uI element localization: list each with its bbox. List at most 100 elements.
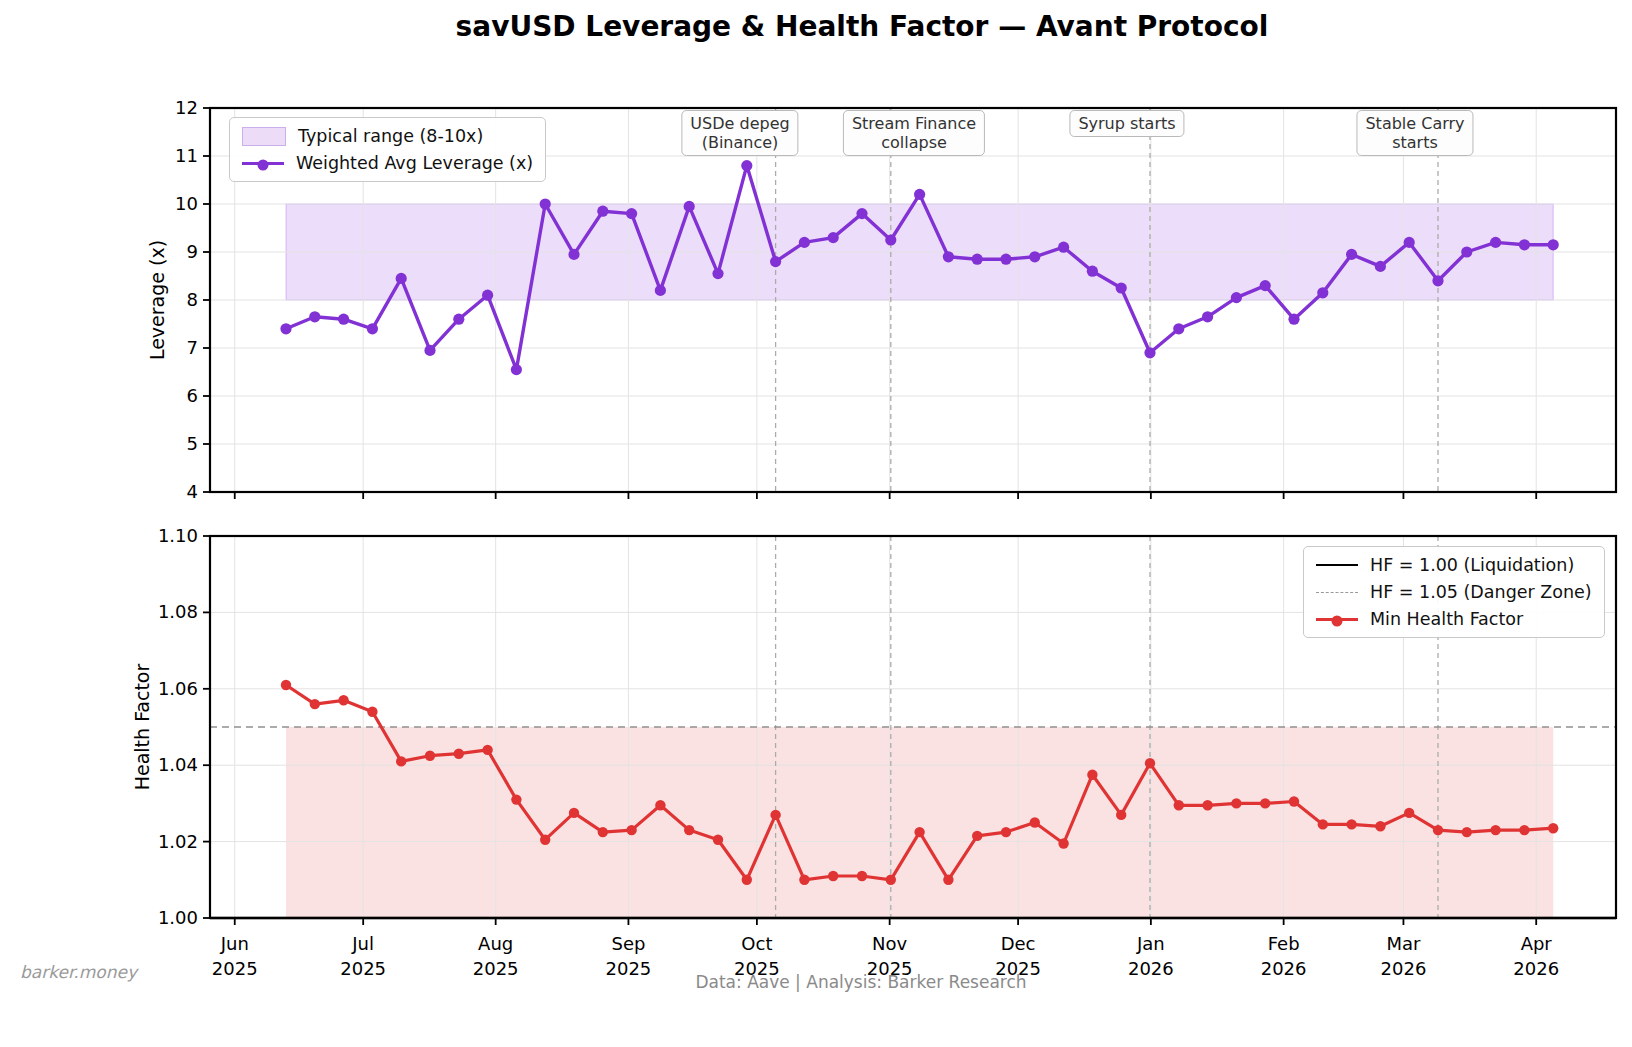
legend-item-min-health-factor: Min Health Factor <box>1316 609 1592 629</box>
svg-text:1.00: 1.00 <box>158 907 198 928</box>
solid-black-line-swatch-icon <box>1316 564 1358 566</box>
health-factor-legend: HF = 1.00 (Liquidation) HF = 1.05 (Dange… <box>1303 546 1605 638</box>
health-factor-point <box>454 749 464 759</box>
health-factor-point <box>425 751 435 761</box>
svg-text:2026: 2026 <box>1261 958 1307 979</box>
leverage-point <box>1346 249 1357 260</box>
leverage-point <box>885 234 896 245</box>
health-factor-point <box>396 756 406 766</box>
svg-text:2025: 2025 <box>473 958 519 979</box>
leverage-point <box>1548 239 1559 250</box>
leverage-point <box>1260 280 1271 291</box>
svg-text:Jul: Jul <box>351 933 374 954</box>
health-factor-point <box>742 875 752 885</box>
svg-text:12: 12 <box>175 97 198 118</box>
leverage-point <box>309 311 320 322</box>
health-factor-point <box>684 825 694 835</box>
leverage-point <box>511 364 522 375</box>
svg-text:1.06: 1.06 <box>158 678 198 699</box>
leverage-point <box>1029 251 1040 262</box>
health-factor-point <box>511 794 521 804</box>
leverage-point <box>1375 261 1386 272</box>
health-factor-point <box>626 825 636 835</box>
leverage-point <box>684 201 695 212</box>
leverage-point <box>828 232 839 243</box>
svg-text:Jan: Jan <box>1136 933 1165 954</box>
health-factor-point <box>1202 800 1212 810</box>
svg-text:Nov: Nov <box>872 933 907 954</box>
leverage-point <box>943 251 954 262</box>
leverage-point <box>1432 275 1443 286</box>
health-factor-axis-label: Health Factor <box>131 664 153 791</box>
legend-label: Weighted Avg Leverage (x) <box>296 153 533 173</box>
health-factor-point <box>828 871 838 881</box>
purple-line-marker-swatch-icon <box>242 162 284 165</box>
health-factor-point <box>1404 808 1414 818</box>
leverage-point <box>1288 314 1299 325</box>
health-factor-point <box>1346 819 1356 829</box>
svg-text:2025: 2025 <box>340 958 386 979</box>
leverage-point <box>1087 266 1098 277</box>
leverage-axis-label: Leverage (x) <box>146 240 168 360</box>
health-factor-point <box>886 875 896 885</box>
legend-item-hf-105: HF = 1.05 (Danger Zone) <box>1316 582 1592 602</box>
leverage-point <box>540 198 551 209</box>
health-factor-point <box>799 875 809 885</box>
svg-text:Sep: Sep <box>611 933 645 954</box>
leverage-point <box>1231 292 1242 303</box>
legend-label: Typical range (8-10x) <box>298 126 483 146</box>
leverage-point <box>1173 323 1184 334</box>
health-factor-point <box>1145 758 1155 768</box>
leverage-point <box>597 206 608 217</box>
health-factor-point <box>310 699 320 709</box>
leverage-point <box>1490 237 1501 248</box>
health-factor-point <box>655 800 665 810</box>
leverage-point <box>1116 282 1127 293</box>
health-factor-point <box>569 808 579 818</box>
red-line-marker-swatch-icon <box>1316 618 1358 621</box>
legend-item-typical-range: Typical range (8-10x) <box>242 126 533 146</box>
health-factor-point <box>1289 796 1299 806</box>
health-factor-point <box>1087 770 1097 780</box>
svg-text:1.10: 1.10 <box>158 525 198 546</box>
health-factor-point <box>367 707 377 717</box>
health-factor-point <box>1260 798 1270 808</box>
leverage-point <box>1144 347 1155 358</box>
leverage-point <box>1461 246 1472 257</box>
leverage-point <box>1058 242 1069 253</box>
legend-label: Min Health Factor <box>1370 609 1523 629</box>
legend-item-weighted-avg-leverage: Weighted Avg Leverage (x) <box>242 153 533 173</box>
svg-text:6: 6 <box>187 385 198 406</box>
svg-text:8: 8 <box>187 289 198 310</box>
leverage-point <box>280 323 291 334</box>
health-factor-point <box>1174 800 1184 810</box>
health-factor-point <box>1375 821 1385 831</box>
leverage-point <box>655 285 666 296</box>
svg-text:2026: 2026 <box>1381 958 1427 979</box>
danger-zone-band <box>286 727 1553 918</box>
leverage-point <box>424 345 435 356</box>
dashed-gray-line-swatch-icon <box>1316 592 1358 593</box>
health-factor-point <box>1490 825 1500 835</box>
svg-text:1.04: 1.04 <box>158 754 198 775</box>
annotation-usde-depeg: USDe depeg (Binance) <box>681 110 798 156</box>
health-factor-point <box>1318 819 1328 829</box>
health-factor-point <box>914 827 924 837</box>
leverage-point <box>626 208 637 219</box>
leverage-point <box>799 237 810 248</box>
source-caption: Data: Aave | Analysis: Barker Research <box>695 972 1026 992</box>
svg-text:2025: 2025 <box>606 958 652 979</box>
health-factor-point <box>281 680 291 690</box>
leverage-point <box>972 254 983 265</box>
health-factor-point <box>598 827 608 837</box>
leverage-point <box>1000 254 1011 265</box>
leverage-point <box>453 314 464 325</box>
health-factor-point <box>540 835 550 845</box>
leverage-point <box>1317 287 1328 298</box>
svg-text:5: 5 <box>187 433 198 454</box>
annotation-syrup-starts: Syrup starts <box>1069 110 1184 137</box>
health-factor-point <box>713 835 723 845</box>
leverage-point <box>568 249 579 260</box>
health-factor-point <box>1519 825 1529 835</box>
svg-text:Feb: Feb <box>1268 933 1300 954</box>
